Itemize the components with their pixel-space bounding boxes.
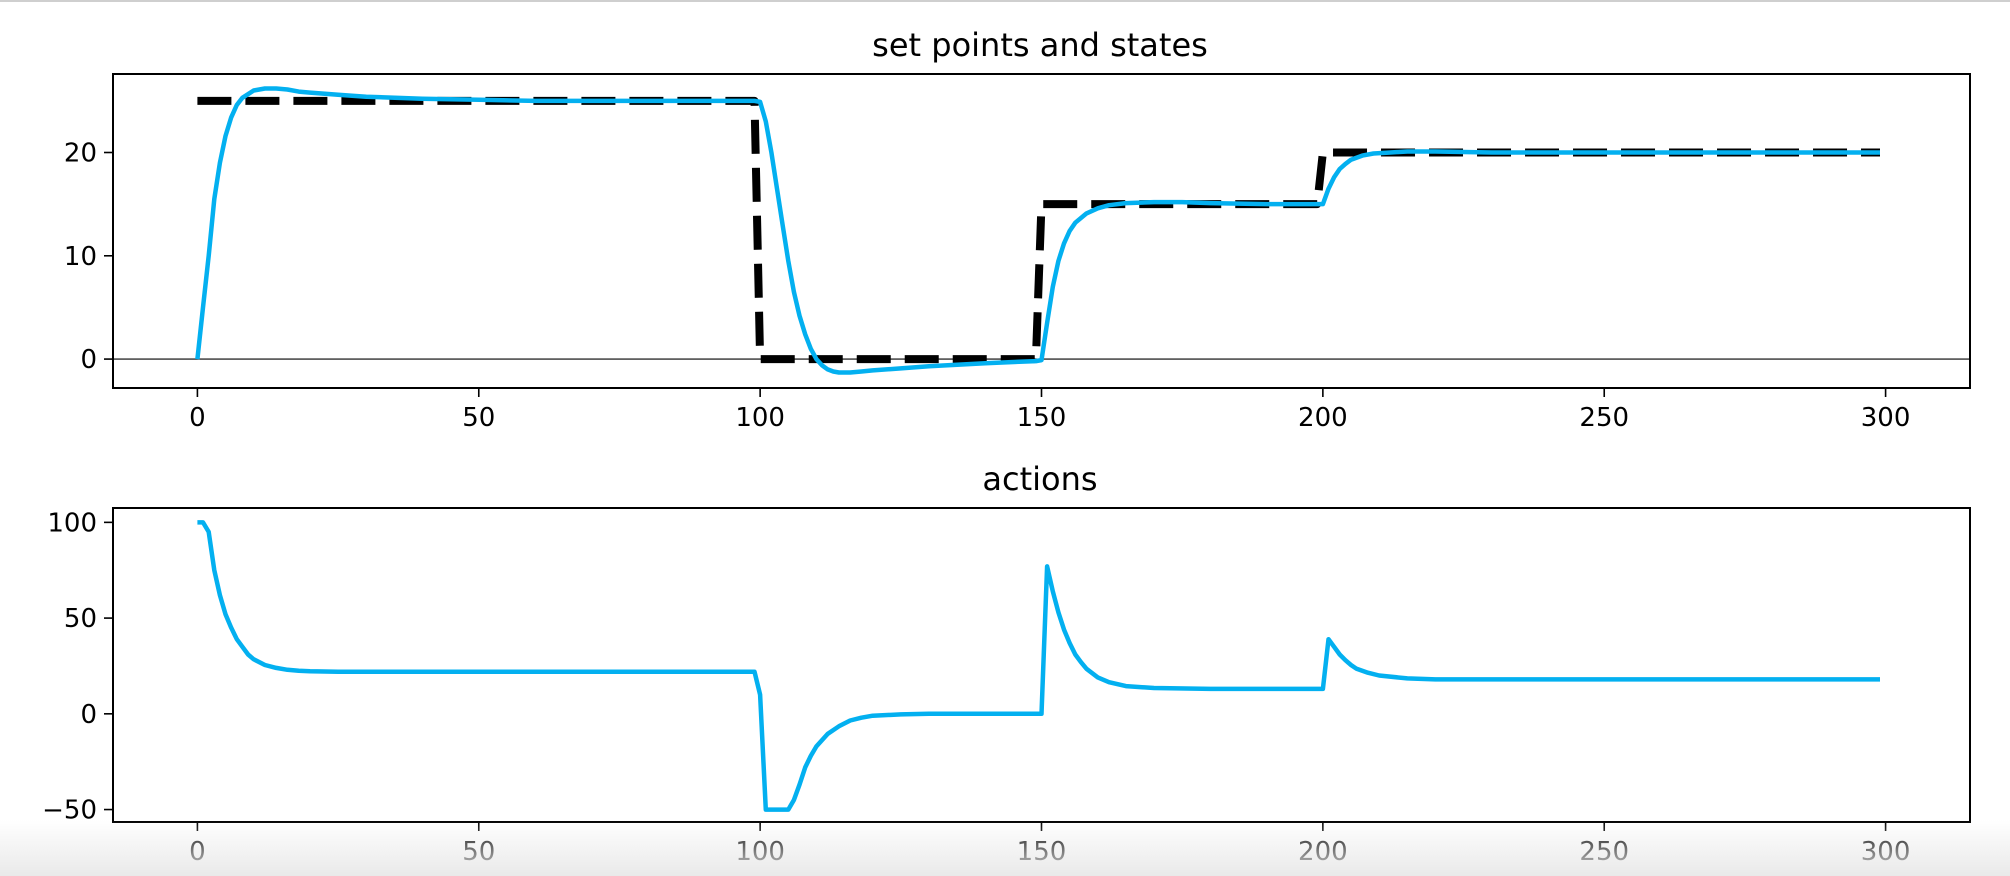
y-tick-label: 20 xyxy=(64,139,97,169)
x-tick-label: 250 xyxy=(1579,403,1629,433)
axis-ticks: 0 50 100 150 200 250 300 0 10 20 xyxy=(64,139,1911,434)
x-tick-label: 100 xyxy=(735,837,785,867)
setpoints-states-panel: set points and states 0 50 100 150 200 250 300… xyxy=(64,26,1971,434)
y-tick-label: −50 xyxy=(42,796,97,826)
plot-marks xyxy=(113,86,1970,375)
x-tick-label: 250 xyxy=(1579,837,1629,867)
actions-panel: actions 0 50 100 150 200 250 300 −50 0 50 100 xyxy=(42,460,1971,867)
x-tick-label: 300 xyxy=(1861,403,1911,433)
x-tick-label: 200 xyxy=(1298,837,1348,867)
y-tick-label: 0 xyxy=(80,345,97,375)
y-tick-label: 50 xyxy=(64,604,97,634)
state-line xyxy=(195,86,1880,375)
x-tick-label: 0 xyxy=(189,403,206,433)
setpoint-line xyxy=(197,96,1880,364)
x-tick-label: 300 xyxy=(1861,837,1911,867)
x-tick-label: 150 xyxy=(1017,837,1067,867)
x-tick-label: 0 xyxy=(189,837,206,867)
plot-marks xyxy=(197,520,1880,812)
state-line xyxy=(197,520,1880,812)
x-tick-label: 100 xyxy=(735,403,785,433)
x-tick-label: 50 xyxy=(462,837,495,867)
x-tick-label: 150 xyxy=(1017,403,1067,433)
chart-title: set points and states xyxy=(872,26,1208,64)
x-tick-label: 200 xyxy=(1298,403,1348,433)
y-tick-label: 10 xyxy=(64,242,97,272)
y-tick-label: 0 xyxy=(80,700,97,730)
x-tick-label: 50 xyxy=(462,403,495,433)
y-tick-label: 100 xyxy=(47,508,97,538)
window-top-border xyxy=(0,0,2010,2)
chart-title: actions xyxy=(982,460,1097,498)
